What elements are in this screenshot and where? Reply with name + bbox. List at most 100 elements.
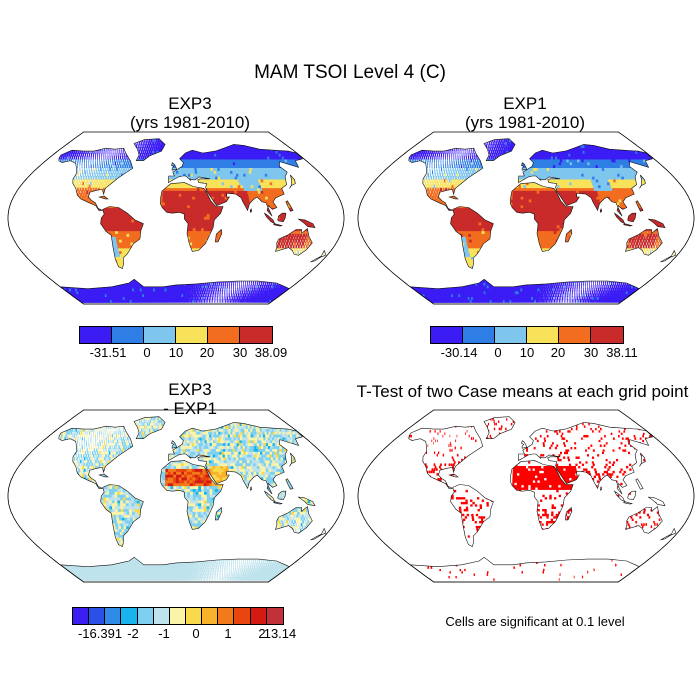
grid-cell	[273, 227, 277, 232]
grid-cell	[168, 184, 172, 189]
grid-cell	[117, 224, 121, 229]
grid-cell	[146, 279, 151, 283]
grid-cell	[39, 222, 43, 226]
grid-cell	[176, 204, 180, 209]
grid-cell	[285, 273, 287, 277]
grid-cell	[36, 202, 39, 206]
grid-cell	[228, 296, 230, 300]
grid-cell	[114, 270, 120, 275]
grid-cell	[149, 287, 153, 292]
grid-cell	[181, 250, 185, 254]
grid-cell	[264, 299, 268, 303]
grid-cell	[188, 253, 192, 257]
grid-cell	[299, 241, 302, 246]
grid-cell	[155, 187, 159, 191]
grid-cell	[66, 216, 71, 220]
grid-cell	[46, 239, 51, 243]
grid-cell	[53, 225, 57, 229]
grid-cell	[218, 219, 222, 223]
grid-cell	[163, 253, 167, 257]
grid-cell	[183, 181, 187, 186]
grid-cell	[199, 190, 204, 194]
grid-cell	[156, 276, 160, 280]
grid-cell	[145, 250, 149, 254]
grid-cell	[138, 181, 141, 186]
grid-cell	[148, 181, 151, 186]
grid-cell	[262, 239, 266, 243]
grid-cell	[284, 190, 289, 194]
grid-cell	[176, 250, 180, 254]
grid-cell	[187, 267, 191, 272]
grid-cell	[272, 276, 274, 280]
grid-cell	[95, 256, 101, 260]
grid-cell	[192, 213, 197, 217]
grid-cell	[269, 204, 274, 209]
grid-cell	[230, 259, 233, 263]
grid-cell	[24, 199, 26, 203]
grid-cell	[301, 247, 304, 252]
grid-cell	[338, 213, 342, 217]
grid-cell	[78, 256, 84, 260]
grid-cell	[306, 256, 308, 260]
grid-cell	[264, 267, 265, 272]
grid-cell	[171, 267, 175, 272]
grid-cell	[97, 267, 102, 272]
grid-cell	[282, 262, 284, 266]
grid-cell	[178, 230, 183, 234]
grid-cell	[58, 270, 60, 275]
grid-cell	[41, 196, 43, 200]
grid-cell	[126, 233, 131, 237]
grid-cell	[225, 204, 230, 209]
grid-cell	[174, 290, 177, 295]
grid-cell	[51, 276, 57, 280]
grid-cell	[154, 264, 159, 269]
grid-cell	[268, 270, 270, 275]
grid-cell	[108, 196, 112, 200]
grid-cell	[58, 239, 62, 243]
grid-cell	[79, 253, 84, 257]
grid-cell	[10, 205, 13, 209]
grid-cell	[150, 210, 155, 214]
grid-cell	[152, 293, 157, 297]
grid-cell	[252, 267, 254, 272]
grid-cell	[195, 259, 199, 263]
grid-cell	[150, 256, 155, 260]
grid-cell	[96, 276, 102, 280]
grid-cell	[242, 230, 246, 234]
grid-cell	[223, 213, 227, 217]
grid-cell	[206, 198, 210, 203]
grid-cell	[167, 198, 172, 203]
grid-cell	[216, 276, 219, 280]
grid-cell	[267, 196, 272, 200]
grid-cell	[133, 270, 137, 275]
grid-cell	[150, 276, 154, 280]
grid-cell	[282, 216, 286, 220]
grid-cell	[233, 267, 236, 272]
grid-cell	[177, 290, 181, 295]
grid-cell	[238, 287, 240, 292]
grid-cell	[197, 264, 200, 269]
grid-cell	[274, 219, 278, 223]
grid-cell	[314, 247, 317, 252]
grid-cell	[94, 253, 99, 257]
grid-cell	[23, 242, 28, 246]
grid-cell	[165, 250, 169, 254]
grid-cell	[18, 208, 21, 212]
grid-cell	[253, 241, 257, 246]
grid-cell	[77, 193, 80, 197]
grid-cell	[253, 262, 255, 266]
grid-cell	[285, 236, 288, 240]
grid-cell	[149, 262, 153, 266]
grid-cell	[284, 224, 288, 229]
grid-cell	[126, 264, 131, 269]
grid-cell	[61, 219, 65, 223]
grid-cell	[315, 193, 320, 197]
grid-cell	[214, 201, 218, 206]
grid-cell	[213, 193, 218, 197]
grid-cell	[154, 198, 158, 203]
grid-cell	[248, 296, 251, 300]
grid-cell	[76, 270, 82, 275]
grid-cell	[64, 253, 69, 257]
grid-cell	[237, 299, 240, 303]
grid-cell	[48, 256, 53, 260]
